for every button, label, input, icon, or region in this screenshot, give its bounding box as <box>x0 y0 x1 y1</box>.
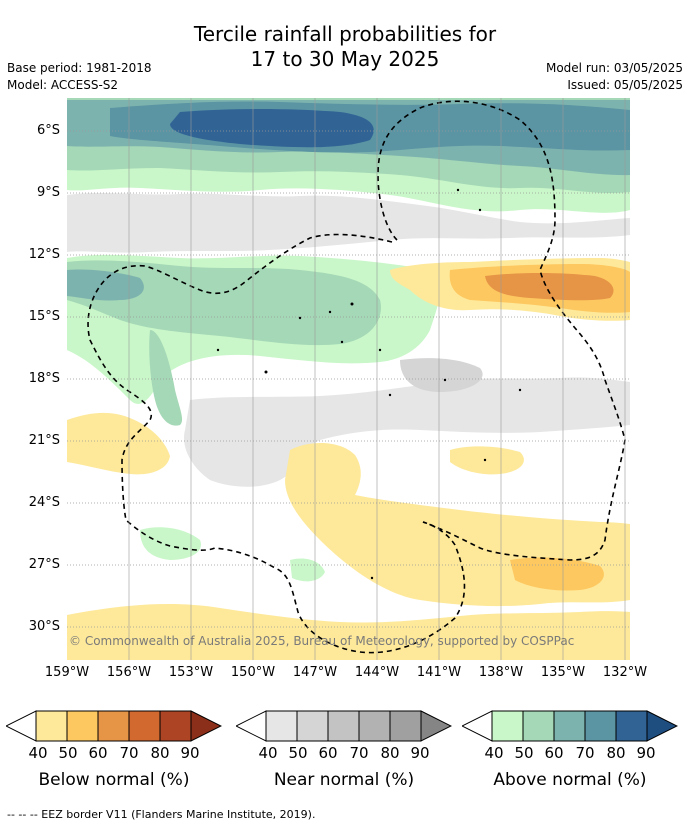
lat-label: 12°S <box>28 247 60 262</box>
below-normal-band-bottom <box>67 604 630 660</box>
below-normal-region-southeast <box>450 446 524 475</box>
above-normal-region-south-small <box>290 558 325 582</box>
meta-left: Base period: 1981-2018 Model: ACCESS-S2 <box>7 60 152 94</box>
cbar-tick: 60 <box>544 744 564 762</box>
near-normal-blob <box>400 358 483 392</box>
cbar-tick: 40 <box>28 744 48 762</box>
eez-border-west <box>87 233 466 654</box>
lon-label: 141°W <box>416 665 462 680</box>
cbar-segment <box>327 710 360 742</box>
cbar-segment <box>491 710 524 742</box>
cbar-segment <box>128 710 161 742</box>
cbar-over-triangle <box>190 710 222 742</box>
lon-label: 144°W <box>354 665 400 680</box>
copyright-credit: © Commonwealth of Australia 2025, Bureau… <box>69 634 575 648</box>
issued-date: Issued: 05/05/2025 <box>567 78 683 92</box>
above-normal-region-southwest <box>140 527 201 560</box>
cbar-tick: 90 <box>410 744 430 762</box>
meta-right: Model run: 03/05/2025 Issued: 05/05/2025 <box>546 60 683 94</box>
lon-label: 159°W <box>44 665 90 680</box>
lat-label: 21°S <box>28 433 60 448</box>
cbar-tick: 80 <box>380 744 400 762</box>
cbar-tick: 60 <box>88 744 108 762</box>
cbar-segment <box>97 710 130 742</box>
below-normal-region-west <box>67 412 170 475</box>
cbar-segment <box>358 710 391 742</box>
below-normal-colorbar <box>6 710 222 742</box>
cbar-tick: 70 <box>119 744 139 762</box>
lon-label: 132°W <box>602 665 648 680</box>
cbar-tick: 50 <box>288 744 308 762</box>
lat-label: 6°S <box>36 123 60 138</box>
cbar-tick: 80 <box>606 744 626 762</box>
lon-label: 150°W <box>230 665 276 680</box>
cbar-tick: 60 <box>318 744 338 762</box>
lat-label: 18°S <box>28 371 60 386</box>
cbar-tick: 40 <box>258 744 278 762</box>
title-line-2: 17 to 30 May 2025 <box>250 47 440 71</box>
lat-label: 24°S <box>28 495 60 510</box>
cbar-over-triangle <box>646 710 678 742</box>
cbar-segment <box>584 710 617 742</box>
probability-map <box>67 98 630 660</box>
cbar-segment <box>35 710 68 742</box>
lat-label: 27°S <box>28 557 60 572</box>
lon-label: 147°W <box>292 665 338 680</box>
below-normal-title: Below normal (%) <box>38 770 190 790</box>
near-normal-colorbar <box>236 710 452 742</box>
cbar-segment <box>159 710 192 742</box>
cbar-segment <box>296 710 329 742</box>
base-period: Base period: 1981-2018 <box>7 61 152 75</box>
lon-label: 138°W <box>478 665 524 680</box>
above-normal-region-central-60 <box>67 269 144 301</box>
lat-label: 15°S <box>28 309 60 324</box>
cbar-segment <box>522 710 555 742</box>
below-normal-region-south-50 <box>510 557 604 591</box>
cbar-tick: 50 <box>514 744 534 762</box>
eez-border-east <box>377 100 626 561</box>
above-normal-region-central-50 <box>67 260 381 346</box>
model-run: Model run: 03/05/2025 <box>545 61 683 75</box>
cbar-segment <box>615 710 648 742</box>
lat-label: 9°S <box>36 185 60 200</box>
gridlines <box>67 130 630 628</box>
title-line-1: Tercile rainfall probabilities for <box>193 22 497 46</box>
near-normal-region-9s <box>67 192 630 253</box>
cbar-segment <box>389 710 422 742</box>
meridians <box>128 98 626 660</box>
lon-label: 156°W <box>106 665 152 680</box>
above-normal-region-north-80 <box>170 109 374 148</box>
islands <box>216 188 522 580</box>
cbar-tick: 40 <box>484 744 504 762</box>
eez-footer-note: -- -- -- EEZ border V11 (Flanders Marine… <box>7 808 316 821</box>
above-normal-strip <box>149 330 183 426</box>
cbar-under-triangle <box>6 710 37 742</box>
cbar-segment <box>265 710 298 742</box>
map-title: Tercile rainfall probabilities for 17 to… <box>0 22 690 72</box>
cbar-tick: 90 <box>636 744 656 762</box>
lon-label: 135°W <box>540 665 586 680</box>
cbar-under-triangle <box>236 710 267 742</box>
below-normal-region-east-60 <box>485 273 614 301</box>
above-normal-title: Above normal (%) <box>493 770 647 790</box>
lon-label: 153°W <box>168 665 214 680</box>
cbar-tick: 70 <box>349 744 369 762</box>
cbar-tick: 70 <box>575 744 595 762</box>
cbar-tick: 80 <box>150 744 170 762</box>
cbar-segment <box>553 710 586 742</box>
model-name: Model: ACCESS-S2 <box>7 78 119 92</box>
cbar-over-triangle <box>420 710 452 742</box>
cbar-under-triangle <box>462 710 493 742</box>
near-normal-title: Near normal (%) <box>273 770 415 790</box>
lat-label: 30°S <box>28 619 60 634</box>
cbar-tick: 90 <box>180 744 200 762</box>
cbar-tick: 50 <box>58 744 78 762</box>
cbar-segment <box>66 710 99 742</box>
above-normal-colorbar <box>462 710 678 742</box>
